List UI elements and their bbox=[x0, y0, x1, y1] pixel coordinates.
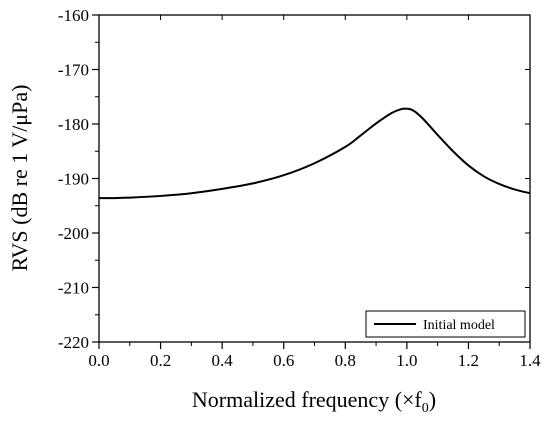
y-tick-label: -210 bbox=[58, 279, 89, 298]
y-tick-label: -170 bbox=[58, 61, 89, 80]
y-tick-label: -160 bbox=[58, 6, 89, 25]
y-axis-title: RVS (dB re 1 V/μPa) bbox=[7, 85, 32, 272]
y-tick-label: -220 bbox=[58, 333, 89, 352]
y-tick-label: -200 bbox=[58, 224, 89, 243]
x-tick-label: 0.0 bbox=[88, 351, 109, 370]
x-tick-label: 0.6 bbox=[273, 351, 294, 370]
legend: Initial model bbox=[365, 310, 526, 338]
x-axis-title: Normalized frequency (×f0) bbox=[192, 387, 436, 416]
series-line-initial-model bbox=[98, 107, 531, 200]
y-axis: -220 -210 -200 -190 -180 -170 -160 bbox=[58, 6, 530, 352]
legend-label: Initial model bbox=[423, 318, 495, 333]
x-tick-label: 0.8 bbox=[335, 351, 356, 370]
x-tick-label: 1.4 bbox=[519, 351, 541, 370]
x-axis: 0.0 0.2 0.4 0.6 0.8 1.0 1.2 1.4 bbox=[88, 15, 541, 370]
x-tick-label: 1.0 bbox=[396, 351, 417, 370]
y-tick-label: -180 bbox=[58, 115, 89, 134]
x-tick-label: 0.4 bbox=[212, 351, 234, 370]
x-tick-label: 0.2 bbox=[150, 351, 171, 370]
y-tick-label: -190 bbox=[58, 170, 89, 189]
plot-frame bbox=[98, 14, 531, 343]
x-tick-label: 1.2 bbox=[458, 351, 479, 370]
